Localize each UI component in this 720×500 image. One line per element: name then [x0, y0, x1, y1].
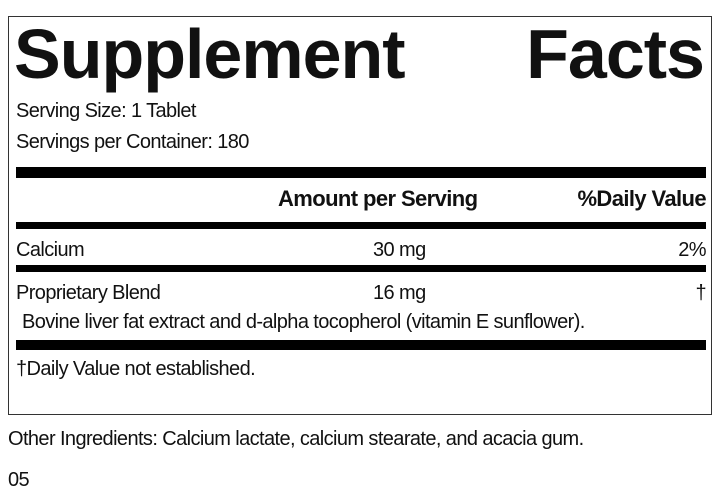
- nutrient-dv: 2%: [678, 239, 706, 261]
- daily-value-header: %Daily Value: [577, 186, 706, 211]
- nutrient-dv: †: [695, 282, 706, 304]
- other-ingredients: Other Ingredients: Calcium lactate, calc…: [8, 428, 584, 450]
- serving-size: Serving Size: 1 Tablet: [16, 100, 196, 122]
- nutrient-amount: 16 mg: [373, 282, 426, 304]
- panel-title: Supplement Facts: [14, 14, 705, 94]
- title-word-1: Supplement: [14, 15, 406, 93]
- nutrient-name: Proprietary Blend: [16, 282, 161, 304]
- divider: [16, 265, 706, 272]
- product-code: 05: [8, 469, 30, 491]
- title-word-2: Facts: [526, 15, 705, 93]
- footnote: †Daily Value not established.: [16, 358, 256, 380]
- thick-divider: [16, 167, 706, 178]
- thick-divider: [16, 340, 706, 350]
- divider: [16, 222, 706, 229]
- blend-description: Bovine liver fat extract and d-alpha toc…: [22, 311, 585, 333]
- nutrient-amount: 30 mg: [373, 239, 426, 261]
- nutrient-name: Calcium: [16, 239, 85, 261]
- amount-header: Amount per Serving: [278, 186, 478, 211]
- servings-per-container: Servings per Container: 180: [16, 131, 249, 153]
- supplement-facts-panel: [8, 16, 712, 415]
